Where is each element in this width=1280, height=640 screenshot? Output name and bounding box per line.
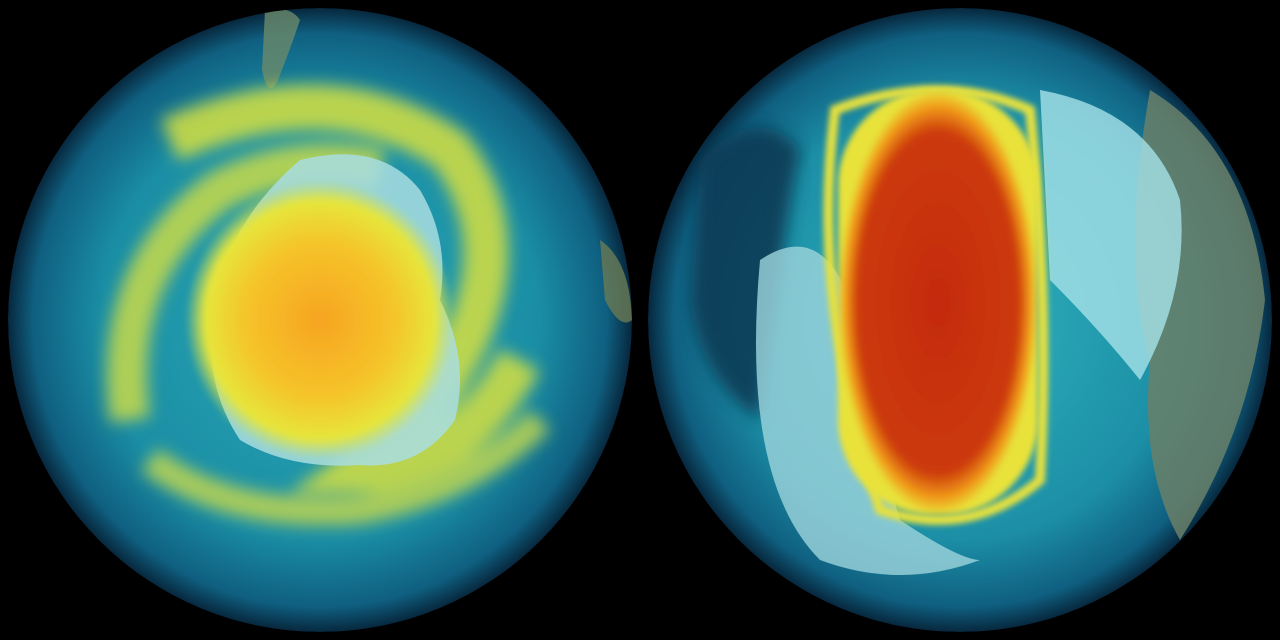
yellow-ring: [823, 85, 1049, 525]
right-globe: [648, 8, 1272, 632]
swirl-band: [141, 410, 550, 526]
ice-region: [1040, 90, 1182, 380]
dark-ocean-region: [690, 127, 800, 420]
continent-africa: [600, 240, 632, 323]
ozone-hole: [838, 90, 1038, 515]
swirl-band: [160, 84, 540, 493]
continent-south-america: [262, 8, 300, 88]
left-globe: [8, 8, 632, 632]
ozone-hole: [185, 180, 455, 460]
